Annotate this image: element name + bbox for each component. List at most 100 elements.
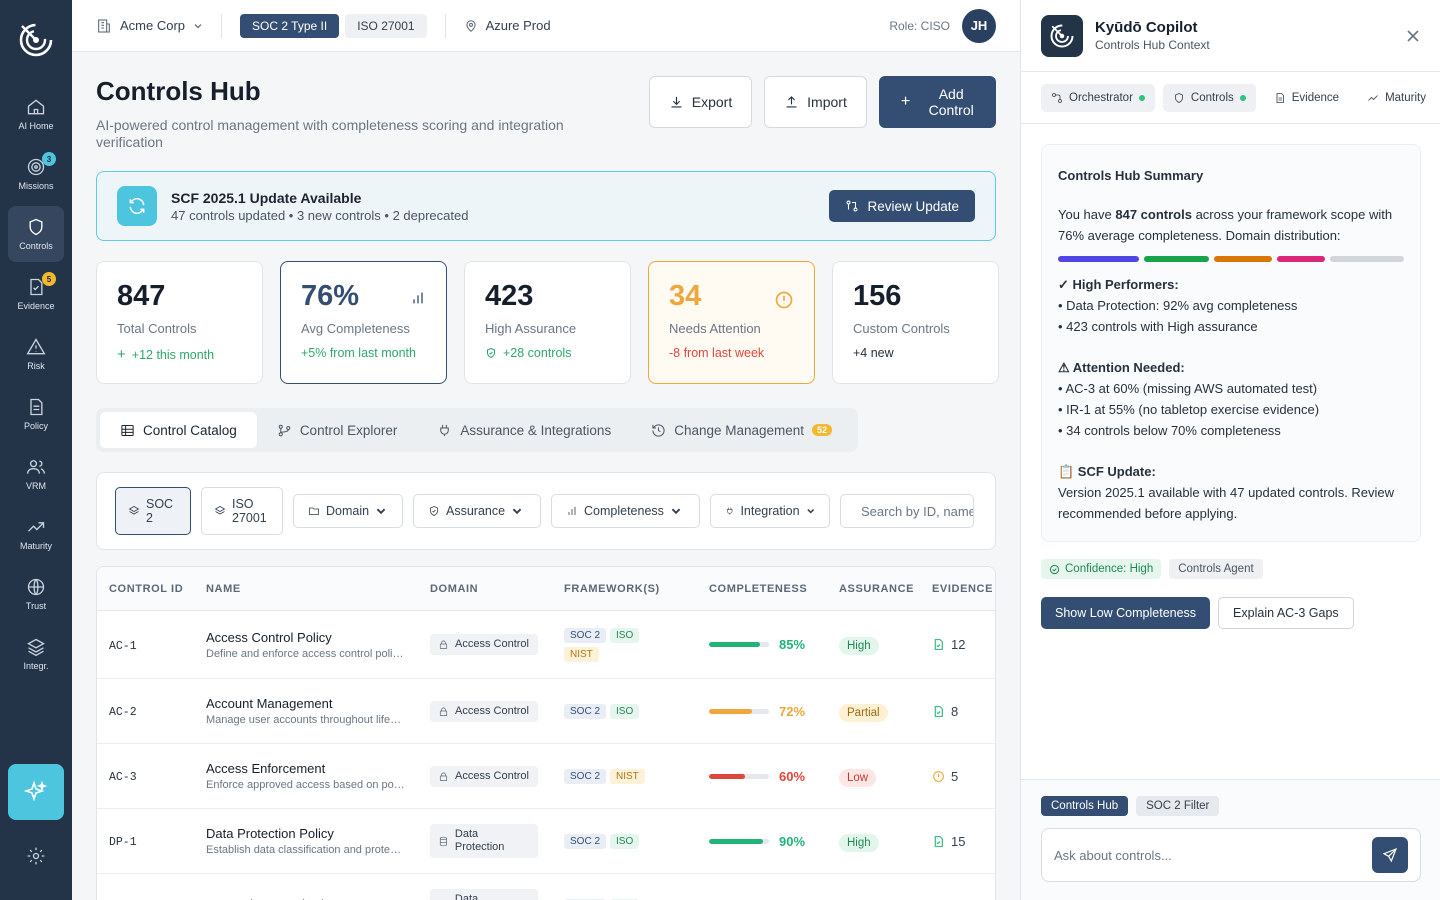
sidebar-item-controls[interactable]: Controls [8,206,64,262]
upload-icon [786,95,797,107]
filter-iso[interactable]: ISO 27001 [201,487,283,535]
stat-custom-controls[interactable]: 156 Custom Controls +4 new [832,261,999,384]
show-low-completeness-button[interactable]: Show Low Completeness [1041,597,1211,629]
column-header[interactable]: DOMAIN [430,582,479,595]
search-input[interactable]: Search by ID, name... [840,494,974,528]
evidence-count[interactable]: 12 [932,637,994,652]
globe-icon [27,578,45,596]
sidebar-item-maturity[interactable]: Maturity [8,506,64,562]
file-check-icon [934,835,943,847]
filter-assurance[interactable]: Assurance [413,494,541,528]
distribution-segment [1330,256,1404,262]
copilot-header: Kyūdō Copilot Controls Hub Context [1021,0,1440,72]
stat-label: Total Controls [117,321,197,336]
stat-label: Needs Attention [669,321,761,336]
filter-integration[interactable]: Integration [710,494,830,528]
stat-needs-attention[interactable]: 34 Needs Attention -8 from last week [648,261,815,384]
completeness-value: 72% [779,703,806,719]
control-id[interactable]: AC-3 [109,771,137,784]
filter-soc2[interactable]: SOC 2 [115,487,191,535]
table-row[interactable]: DP-1 Data Protection Policy Establish data… [97,809,995,874]
agent-evidence[interactable]: Evidence [1264,84,1349,112]
sidebar-item-trust[interactable]: Trust [8,566,64,622]
layers-icon [27,638,45,657]
control-description: Manage user accounts throughout lifecycl… [206,714,406,726]
column-header[interactable]: NAME [206,582,241,595]
filter-completeness[interactable]: Completeness [551,494,700,528]
gear-icon[interactable] [26,846,46,866]
tab-assurance-integrations[interactable]: Assurance & Integrations [417,412,631,448]
export-button[interactable]: Export [649,76,752,128]
control-id[interactable]: AC-2 [109,706,137,719]
org-switcher[interactable]: Acme Corp [96,18,203,34]
sidebar-item-evidence[interactable]: 5 Evidence [8,266,64,322]
control-id[interactable]: DP-1 [109,836,137,849]
context-tag-soc2-filter[interactable]: SOC 2 Filter [1136,796,1220,816]
framework-soc2-pill[interactable]: SOC 2 Type II [240,13,340,38]
review-update-button[interactable]: Review Update [829,190,975,222]
evidence-count[interactable]: 5 [932,769,994,784]
send-button[interactable] [1372,837,1408,873]
evidence-count[interactable]: 15 [932,834,994,849]
stat-high-assurance[interactable]: 423 High Assurance +28 controls [464,261,631,384]
evidence-count[interactable]: 8 [932,704,994,719]
framework-iso-pill[interactable]: ISO 27001 [345,13,427,38]
check-circle-icon [1049,564,1060,574]
control-name[interactable]: Access Control Policy [206,629,332,645]
avatar[interactable]: JH [962,8,996,43]
tab-change-management[interactable]: Change Management 52 [631,412,852,448]
sidebar-item-integrations[interactable]: Integr. [8,626,64,682]
sidebar-item-ai-home[interactable]: AI Home [8,86,64,142]
layers-icon [128,506,140,515]
agent-controls[interactable]: Controls [1162,83,1256,112]
git-compare-icon [846,200,858,212]
summary-intro-text: across your framework scope with 76% ave… [1058,207,1393,243]
environment-selector[interactable]: Azure Prod [464,18,551,33]
stat-total-controls[interactable]: 847 Total Controls + +12 this month [96,261,263,384]
column-header[interactable]: COMPLETENESS [709,582,808,595]
stat-value: 34 [669,280,702,312]
tab-control-explorer[interactable]: Control Explorer [257,412,418,448]
ai-assistant-button[interactable] [8,764,64,820]
control-name[interactable]: Access Enforcement [206,761,326,776]
attention-title: ⚠ Attention Needed: [1058,360,1185,375]
column-header[interactable]: CONTROL ID [109,582,184,595]
agent-maturity[interactable]: Maturity [1357,84,1436,112]
filter-domain[interactable]: Domain [293,494,403,528]
explain-ac3-gaps-button[interactable]: Explain AC-3 Gaps [1218,597,1354,629]
assurance-badge: High [839,833,879,852]
plus-icon: + [117,346,126,363]
control-name[interactable]: Data Protection Policy [206,826,334,841]
sidebar-item-vrm[interactable]: VRM [8,446,64,502]
column-header[interactable]: ASSURANCE [839,582,915,595]
column-header[interactable]: FRAMEWORK(S) [564,582,660,595]
stat-avg-completeness[interactable]: 76% Avg Completeness +5% from last month [280,261,447,384]
chat-input[interactable]: Ask about controls... [1041,828,1421,882]
table-row[interactable]: Encryption Standards Data Protection SOC 2… [97,874,995,900]
history-icon [652,423,665,437]
control-id[interactable]: AC-1 [109,639,137,653]
sidebar-item-risk[interactable]: Risk [8,326,64,382]
attention-item: • 34 controls below 70% completeness [1058,423,1281,438]
close-icon[interactable] [1406,29,1420,43]
kyudo-logo-icon[interactable] [16,20,56,60]
control-name[interactable]: Encryption Standards [206,897,418,900]
sidebar-item-policy[interactable]: Policy [8,386,64,442]
add-control-button[interactable]: + Add Control [879,76,996,128]
attention-item: • AC-3 at 60% (missing AWS automated tes… [1058,381,1318,396]
agent-orchestrator[interactable]: Orchestrator [1041,83,1155,112]
alert-circle-icon [775,291,793,309]
context-tag-controls-hub[interactable]: Controls Hub [1041,796,1129,816]
import-button[interactable]: Import [764,76,867,128]
column-header[interactable]: EVIDENCE [932,582,994,595]
divider [444,13,446,38]
agent-label: Evidence [1291,91,1340,104]
sidebar-item-label: Integr. [23,661,49,671]
sidebar-item-missions[interactable]: 3 Missions [8,146,64,202]
tab-control-catalog[interactable]: Control Catalog [100,412,257,448]
evidence-value: 5 [951,768,959,784]
table-row[interactable]: AC-3 Access Enforcement Enforce approved a… [97,744,995,809]
table-row[interactable]: AC-2 Account Management Manage user accoun… [97,679,995,744]
table-row[interactable]: AC-1 Access Control Policy Define and enfo… [97,611,995,679]
control-name[interactable]: Account Management [206,696,333,711]
